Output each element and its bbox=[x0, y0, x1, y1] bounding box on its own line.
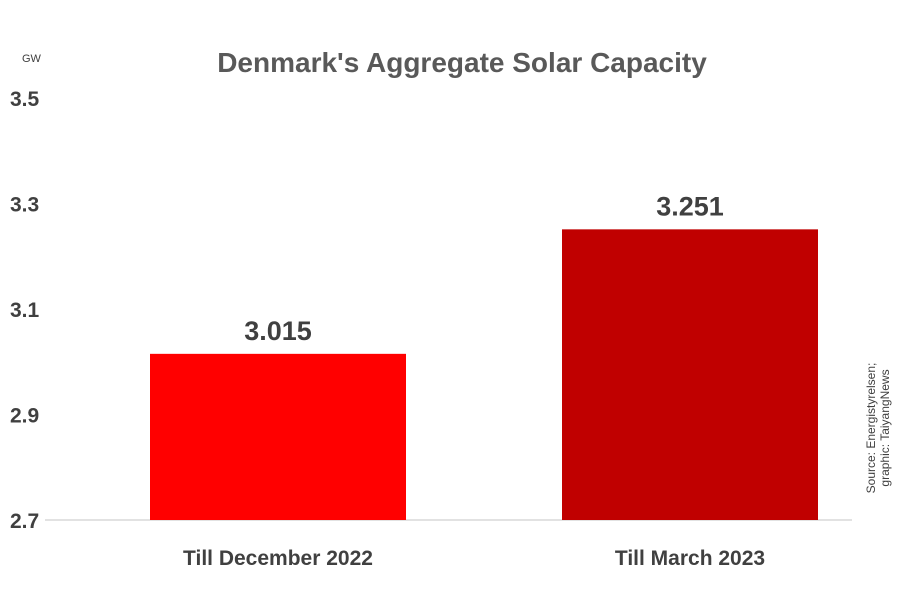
source-line-1: Source: Energistyrelsen; bbox=[864, 363, 878, 494]
y-tick-label: 2.9 bbox=[10, 405, 39, 428]
x-category-label: Till March 2023 bbox=[615, 547, 765, 570]
y-tick-label: 3.3 bbox=[10, 194, 39, 217]
y-axis-unit: GW bbox=[22, 53, 42, 65]
data-label: 3.251 bbox=[656, 191, 724, 221]
source-note: Source: Energistyrelsen; graphic: Taiyan… bbox=[864, 363, 892, 494]
source-line-2: graphic: TaiyangNews bbox=[878, 369, 892, 486]
bar bbox=[150, 353, 406, 520]
y-tick-label: 3.5 bbox=[10, 88, 40, 111]
data-label: 3.015 bbox=[244, 316, 312, 346]
bar bbox=[562, 229, 818, 520]
y-tick-label: 3.1 bbox=[10, 299, 40, 322]
chart-title: Denmark's Aggregate Solar Capacity bbox=[217, 47, 707, 78]
y-tick-label: 2.7 bbox=[10, 510, 39, 533]
x-category-label: Till December 2022 bbox=[183, 547, 373, 570]
